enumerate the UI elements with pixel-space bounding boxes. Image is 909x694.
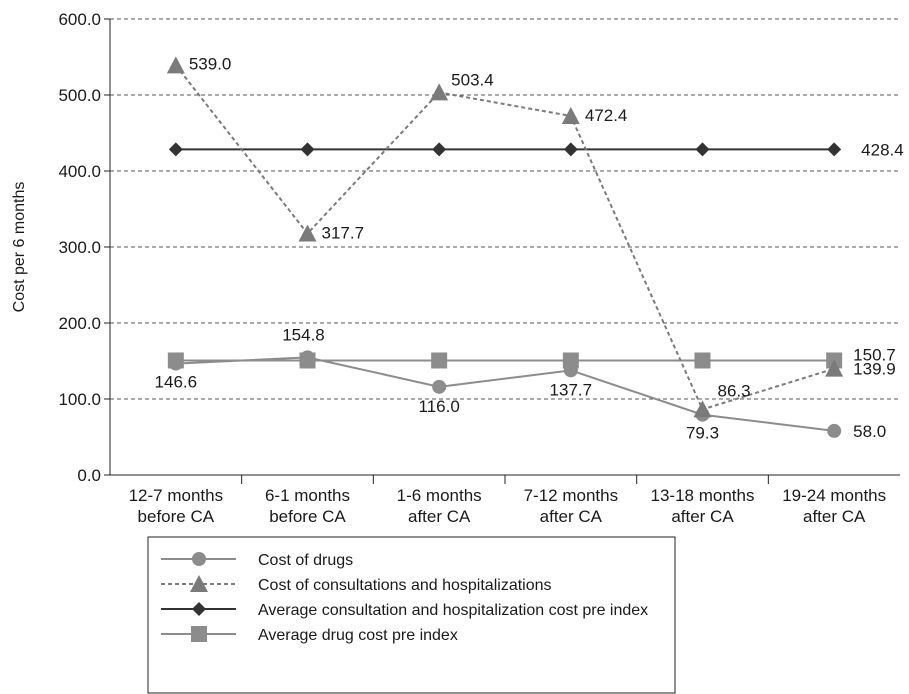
data-point-triangle	[561, 106, 580, 124]
data-point-triangle	[166, 56, 185, 74]
legend: Cost of drugs Cost of consultations and h…	[147, 536, 676, 694]
y-tick-label: 200.0	[58, 314, 101, 333]
legend-swatch-square	[191, 626, 207, 642]
legend-entry: Cost of consultations and hospitalizatio…	[258, 577, 552, 594]
y-tick-label: 100.0	[58, 390, 101, 409]
y-tick-label: 0.0	[77, 466, 101, 485]
data-label: 86.3	[718, 381, 751, 400]
y-axis-label: Cost per 6 months	[11, 182, 28, 313]
data-label: 503.4	[451, 70, 494, 89]
data-label: 472.4	[585, 106, 628, 125]
data-point-triangle	[825, 359, 844, 377]
data-labels: 146.6 154.8 116.0 137.7 79.3 58.0 539.0 317.7 50…	[155, 54, 904, 442]
data-point-circle	[168, 356, 183, 371]
data-point-diamond	[168, 142, 183, 157]
y-tick-label: 300.0	[58, 238, 101, 257]
data-point-triangle	[298, 224, 317, 242]
x-tick-label: 13-18 months after CA	[651, 486, 755, 526]
data-label: 146.6	[155, 373, 198, 392]
data-point-triangle	[693, 400, 712, 418]
gridlines	[110, 18, 900, 400]
data-point-triangle	[430, 83, 449, 101]
data-label: 150.7	[853, 345, 896, 364]
legend-swatch-diamond	[192, 602, 206, 616]
data-point-diamond	[695, 142, 710, 157]
legend-entry: Cost of drugs	[258, 552, 353, 569]
data-point-square	[694, 352, 711, 369]
legend-box	[147, 536, 676, 694]
x-tick-label: 7-12 months after CA	[524, 486, 619, 526]
data-label: 317.7	[322, 224, 365, 243]
data-label: 428.4	[861, 140, 904, 159]
y-tick-label: 600.0	[58, 10, 101, 29]
data-point-diamond	[300, 142, 315, 157]
data-label: 154.8	[282, 325, 325, 344]
axes: 0.0 100.0 200.0 300.0 400.0 500.0 600.0 12-7 mo…	[11, 10, 900, 526]
data-point-circle	[432, 379, 447, 394]
data-point-diamond	[563, 142, 578, 157]
series-layer	[166, 56, 844, 438]
data-point-circle	[827, 423, 842, 438]
series-line	[175, 64, 835, 411]
x-tick-label: 6-1 months before CA	[265, 486, 350, 526]
data-point-circle	[563, 363, 578, 378]
y-tick-label: 500.0	[58, 86, 101, 105]
data-label: 139.9	[853, 360, 896, 379]
legend-swatch-triangle	[190, 575, 208, 592]
x-tick-label: 1-6 months after CA	[397, 486, 482, 526]
data-point-diamond	[827, 142, 842, 157]
data-label: 79.3	[686, 424, 719, 443]
legend-entry: Average drug cost pre index	[258, 627, 458, 644]
x-tick-label: 19-24 months after CA	[782, 486, 886, 526]
data-label: 116.0	[419, 397, 460, 416]
data-point-circle	[300, 350, 315, 365]
y-tick-label: 400.0	[58, 162, 101, 181]
legend-swatch-circle	[192, 552, 206, 566]
data-label: 539.0	[189, 54, 232, 73]
legend-entry: Average consultation and hospitalization…	[258, 602, 648, 619]
series-line	[175, 356, 835, 432]
data-point-diamond	[432, 142, 447, 157]
x-tick-label: 12-7 months before CA	[129, 486, 224, 526]
data-label: 137.7	[550, 380, 593, 399]
data-point-square	[431, 352, 448, 369]
data-point-square	[562, 352, 579, 369]
data-label: 58.0	[853, 422, 886, 441]
